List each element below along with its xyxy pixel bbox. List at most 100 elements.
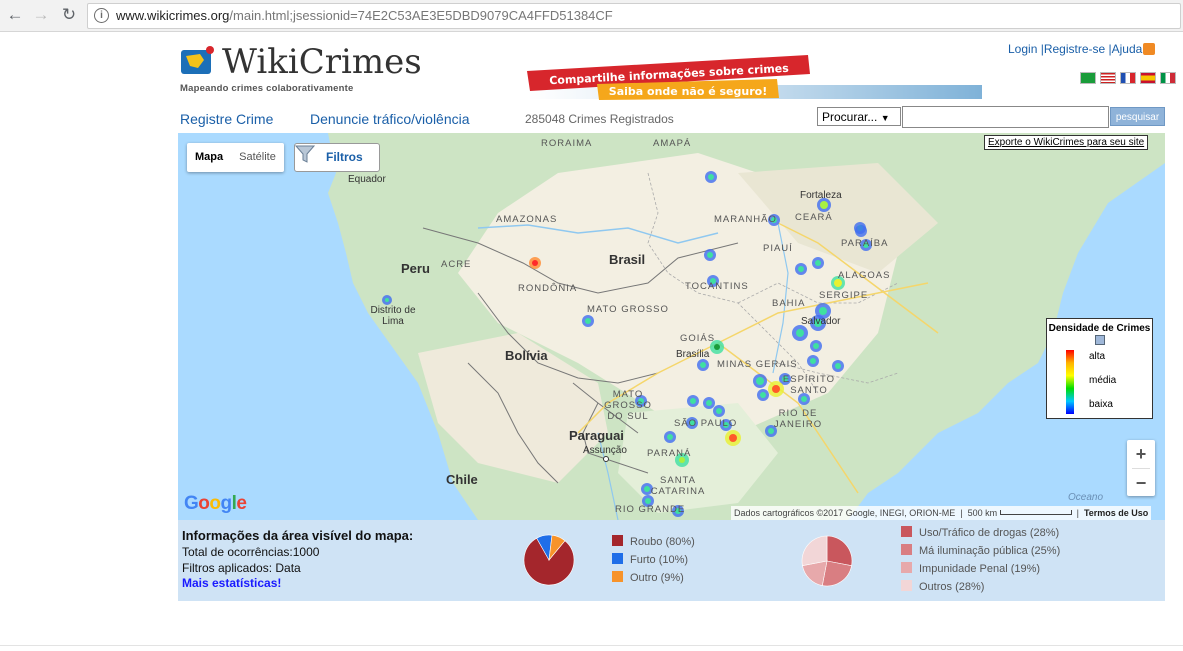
density-legend: Densidade de Crimes alta média baixa bbox=[1046, 318, 1153, 419]
scale-label[interactable]: 500 km bbox=[967, 508, 998, 518]
pie-slice bbox=[801, 535, 828, 567]
label-mato-grosso-do-sul: MATO GROSSO DO SUL bbox=[604, 389, 652, 422]
info-icon[interactable]: i bbox=[94, 8, 109, 23]
google-logo[interactable]: Google bbox=[184, 493, 247, 514]
dropdown-arrow-icon: ▼ bbox=[880, 113, 890, 123]
legend-swatch bbox=[901, 580, 912, 591]
zoom-out-button[interactable]: − bbox=[1135, 473, 1147, 493]
label-brasilia: Brasília bbox=[676, 349, 710, 360]
register-crime-link[interactable]: Registre Crime bbox=[180, 111, 274, 127]
address-bar[interactable]: i www.wikicrimes.org/main.html;jsessioni… bbox=[87, 3, 1181, 29]
causes-pie-chart bbox=[801, 535, 853, 587]
page-bottom-divider bbox=[0, 645, 1183, 646]
forward-arrow-icon[interactable]: → bbox=[32, 5, 50, 24]
slogan-banner: Compartilhe informações sobre crimes Sai… bbox=[527, 55, 810, 100]
pie-slice bbox=[826, 535, 853, 567]
label-amazonas: AMAZONAS bbox=[496, 214, 558, 225]
label-goias: GOIÁS bbox=[680, 333, 716, 344]
url-text[interactable]: www.wikicrimes.org/main.html;jsessionid=… bbox=[116, 8, 613, 23]
register-link[interactable]: Registre-se bbox=[1043, 42, 1106, 56]
legend-label: Má iluminação pública (25%) bbox=[919, 545, 1061, 557]
legend-swatch bbox=[901, 544, 912, 555]
map-type-map-button[interactable]: Mapa bbox=[195, 151, 224, 163]
login-link[interactable]: Login bbox=[1008, 42, 1038, 56]
crime-type-pie-chart bbox=[523, 534, 575, 586]
label-equador: Equador bbox=[348, 174, 386, 185]
crime-heat-spots bbox=[382, 171, 872, 517]
legend-swatch bbox=[612, 535, 623, 546]
label-oceano: Oceano bbox=[1068, 492, 1104, 503]
legend-high: alta bbox=[1089, 351, 1106, 362]
label-bahia: BAHIA bbox=[772, 298, 806, 309]
label-roraima: RORAIMA bbox=[541, 138, 593, 149]
top-links: Login |Registre-se |Ajuda bbox=[1008, 42, 1156, 56]
filters-button[interactable]: Filtros bbox=[294, 143, 380, 172]
label-mato-grosso: MATO GROSSO bbox=[587, 304, 669, 315]
pie-slice bbox=[548, 534, 566, 561]
legend-low: baixa bbox=[1089, 399, 1113, 410]
search-select-value: Procurar... bbox=[822, 110, 878, 124]
flag-france-icon[interactable] bbox=[1120, 72, 1136, 84]
legend-gradient bbox=[1066, 350, 1074, 414]
label-peru: Peru bbox=[401, 261, 430, 276]
label-espirito-santo: ESPÍRITO SANTO bbox=[782, 374, 836, 396]
label-salvador: Salvador bbox=[801, 316, 841, 327]
legend-swatch bbox=[612, 571, 623, 582]
zoom-in-button[interactable]: + bbox=[1135, 444, 1147, 464]
label-assuncao: Assunção bbox=[583, 445, 627, 456]
legend-item: Outros (28%) bbox=[901, 580, 984, 593]
label-piaui: PIAUÍ bbox=[763, 243, 793, 254]
flag-italy-icon[interactable] bbox=[1160, 72, 1176, 84]
info-total: Total de ocorrências:1000 bbox=[182, 545, 320, 559]
reload-icon[interactable]: ↻ bbox=[61, 5, 77, 24]
legend-mid: média bbox=[1089, 375, 1117, 386]
more-stats-link[interactable]: Mais estatísticas! bbox=[182, 576, 282, 590]
legend-item: Má iluminação pública (25%) bbox=[901, 544, 1060, 557]
map-type-control: Mapa Satélite bbox=[187, 143, 284, 172]
info-filters: Filtros aplicados: Data bbox=[182, 561, 301, 575]
zoom-control: + − bbox=[1127, 440, 1155, 496]
crime-count: 285048 Crimes Registrados bbox=[525, 112, 674, 126]
label-rondonia: RONDÔNIA bbox=[518, 283, 578, 294]
map-info-panel: Informações da área visível do mapa: Tot… bbox=[178, 520, 1165, 601]
map-background bbox=[328, 133, 1165, 520]
label-alagoas: ALAGOAS bbox=[838, 270, 891, 281]
map-attribution: Dados cartográficos ©2017 Google, INEGI,… bbox=[731, 506, 1152, 520]
legend-label: Outro (9%) bbox=[630, 572, 684, 584]
legend-item: Impunidade Penal (19%) bbox=[901, 562, 1040, 575]
label-paraguai: Paraguai bbox=[569, 428, 624, 443]
flag-usa-icon[interactable] bbox=[1100, 72, 1116, 84]
legend-label: Uso/Tráfico de drogas (28%) bbox=[919, 527, 1060, 539]
terms-link[interactable]: Termos de Uso bbox=[1083, 508, 1149, 518]
info-title: Informações da área visível do mapa: bbox=[182, 528, 414, 543]
report-trafficking-link[interactable]: Denuncie tráfico/violência bbox=[310, 111, 470, 127]
label-chile: Chile bbox=[446, 472, 478, 487]
label-santa-catarina: SANTA CATARINA bbox=[650, 475, 706, 497]
attribution-text: Dados cartográficos ©2017 Google, INEGI,… bbox=[734, 508, 956, 518]
cube-icon bbox=[1094, 335, 1105, 345]
label-maranhao: MARANHÃO bbox=[714, 214, 777, 225]
search-input[interactable] bbox=[902, 106, 1109, 128]
flag-spain-icon[interactable] bbox=[1140, 72, 1156, 84]
label-amapa: AMAPÁ bbox=[653, 138, 692, 149]
crime-map[interactable]: RORAIMA AMAPÁ Equador AMAZONAS MARANHÃO … bbox=[178, 133, 1165, 520]
legend-label: Impunidade Penal (19%) bbox=[919, 563, 1041, 575]
search-button[interactable]: pesquisar bbox=[1110, 107, 1165, 126]
legend-item: Furto (10%) bbox=[612, 553, 688, 566]
label-tocantins: TOCANTINS bbox=[685, 281, 749, 292]
back-arrow-icon[interactable]: ← bbox=[6, 5, 24, 24]
rss-icon[interactable] bbox=[1143, 43, 1156, 55]
help-link[interactable]: Ajuda bbox=[1111, 42, 1143, 56]
label-sergipe: SERGIPE bbox=[819, 290, 869, 301]
label-brasil: Brasil bbox=[609, 252, 646, 267]
export-link[interactable]: Exporte o WikiCrimes para seu site bbox=[984, 135, 1149, 150]
label-rio-de-janeiro: RIO DE JANEIRO bbox=[773, 408, 823, 430]
legend-item: Uso/Tráfico de drogas (28%) bbox=[901, 526, 1059, 539]
search-type-select[interactable]: Procurar... ▼ bbox=[817, 107, 901, 126]
legend-swatch bbox=[612, 553, 623, 564]
label-ceara: CEARÁ bbox=[795, 212, 833, 223]
label-acre: ACRE bbox=[441, 259, 472, 270]
flag-brazil-icon[interactable] bbox=[1080, 72, 1096, 84]
legend-item: Outro (9%) bbox=[612, 571, 684, 584]
map-type-satellite-button[interactable]: Satélite bbox=[239, 151, 276, 163]
